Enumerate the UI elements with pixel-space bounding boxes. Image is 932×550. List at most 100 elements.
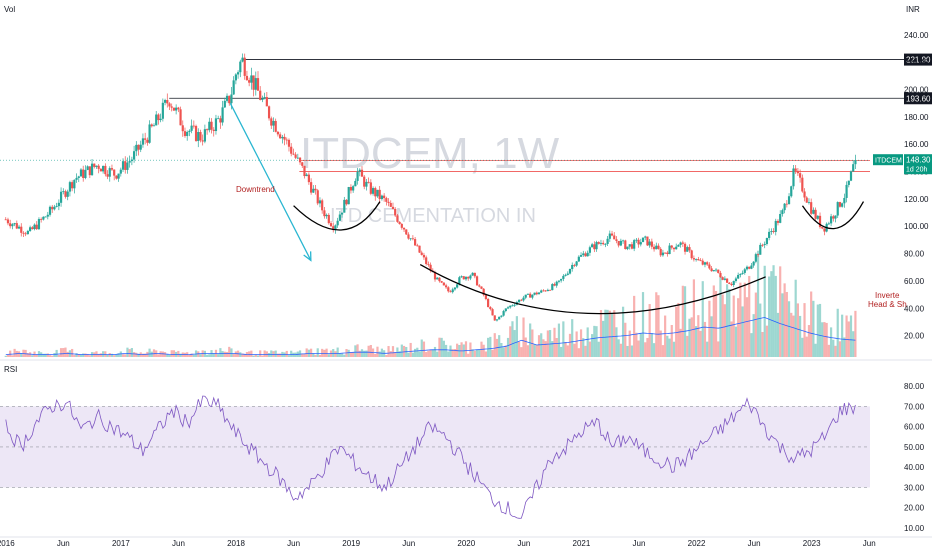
candle — [402, 227, 406, 233]
candle — [427, 261, 430, 267]
candle — [533, 292, 536, 296]
volume-bar — [358, 350, 361, 357]
candle — [737, 272, 740, 280]
candle-body — [752, 261, 755, 266]
volume-bar — [422, 341, 426, 357]
volume-bar — [836, 308, 839, 357]
candle-body — [843, 197, 846, 204]
candle — [728, 282, 731, 285]
candle — [250, 67, 253, 90]
volume-bar — [504, 345, 507, 357]
candle-body — [679, 242, 682, 245]
candle — [37, 217, 41, 231]
candle-body — [152, 125, 156, 127]
volume-bar — [542, 339, 545, 357]
candle — [535, 291, 538, 296]
candle-body — [82, 169, 85, 178]
candle — [287, 138, 291, 152]
candle — [28, 225, 32, 232]
candle — [66, 189, 69, 201]
volume-bar — [42, 353, 45, 357]
candle — [571, 262, 574, 272]
candle — [630, 242, 634, 250]
price-tick-label: 20.00 — [904, 332, 925, 341]
candle-body — [385, 198, 388, 202]
candle — [210, 118, 213, 134]
volume-bar — [305, 348, 308, 357]
candle — [71, 180, 74, 192]
candle-body — [59, 191, 63, 203]
volume-bar — [221, 351, 224, 357]
volume-bar — [845, 315, 848, 357]
candle-body — [506, 307, 510, 309]
candle-body — [641, 237, 645, 243]
candle-body — [818, 215, 822, 228]
candle — [836, 201, 839, 219]
candle-body — [639, 242, 642, 245]
volume-bar — [121, 354, 125, 357]
candle-body — [551, 284, 554, 291]
candle — [573, 263, 576, 268]
candle-body — [232, 80, 235, 95]
candle-body — [347, 186, 350, 205]
candle-body — [321, 200, 324, 211]
candle-body — [708, 264, 711, 269]
volume-bar — [177, 350, 180, 357]
candle — [192, 120, 195, 129]
volume-bar — [832, 339, 835, 357]
candle — [77, 175, 80, 183]
candle — [546, 288, 549, 292]
candle — [141, 133, 145, 148]
candle-body — [409, 238, 412, 240]
candle — [73, 179, 76, 194]
candle — [391, 202, 395, 210]
volume-bar — [602, 320, 605, 357]
rsi-line — [5, 395, 856, 519]
candle-body — [544, 290, 547, 292]
candle-body — [68, 182, 72, 192]
candle — [283, 133, 286, 146]
candle — [301, 161, 304, 168]
candle — [24, 231, 27, 237]
candle — [522, 295, 525, 302]
volume-bar — [776, 312, 780, 357]
candle — [199, 129, 202, 143]
volume-bar — [803, 303, 806, 357]
candle-body — [577, 256, 580, 262]
candle-body — [230, 94, 233, 104]
candle — [33, 223, 36, 231]
candle-body — [829, 216, 833, 224]
candle-body — [562, 275, 565, 279]
candle — [369, 179, 372, 196]
candle-body — [13, 223, 16, 225]
candle-body — [586, 252, 589, 257]
candle-body — [270, 118, 273, 126]
candle-body — [520, 299, 523, 301]
volume-bar — [436, 351, 439, 357]
candle — [456, 283, 459, 289]
downtrend-arrow — [229, 102, 312, 261]
volume-bar — [588, 341, 592, 357]
candle — [389, 200, 392, 208]
candle — [646, 236, 649, 246]
candle-body — [411, 238, 414, 240]
volume-bar — [841, 314, 844, 357]
volume-bar — [26, 353, 29, 357]
candle — [807, 198, 811, 205]
candle — [664, 252, 667, 254]
candle-body — [294, 154, 297, 158]
volume-bar — [628, 330, 631, 357]
volume-bar — [599, 310, 603, 357]
candle-body — [453, 287, 457, 290]
pattern-label-2: Head & Sh — [868, 300, 907, 309]
candle — [608, 230, 611, 242]
candle-body — [787, 196, 791, 205]
candle — [365, 178, 368, 191]
volume-bar — [814, 343, 817, 357]
candle-body — [354, 180, 357, 187]
candle — [416, 243, 419, 247]
candle-body — [473, 272, 476, 277]
volume-bar — [438, 337, 441, 357]
candle-body — [633, 240, 636, 249]
